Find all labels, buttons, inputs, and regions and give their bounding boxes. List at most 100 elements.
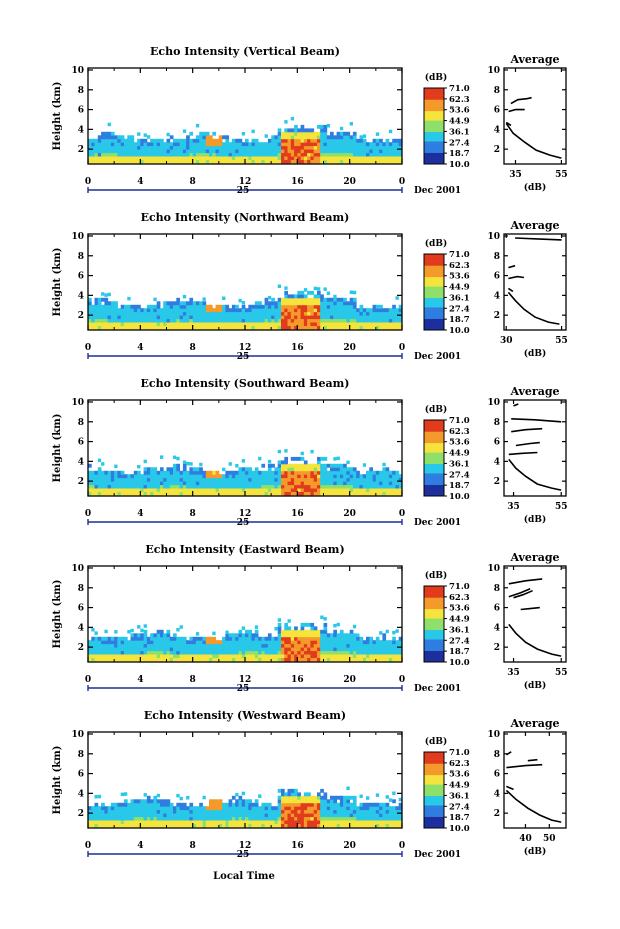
heatmap-cell [124, 159, 128, 164]
heatmap-cell [101, 488, 105, 492]
heatmap-cell [333, 322, 337, 326]
heatmap-cell [307, 820, 311, 824]
heatmap-cell [313, 286, 317, 291]
heatmap-cell [307, 491, 311, 496]
heatmap-cell [192, 650, 197, 655]
heatmap-cell [300, 135, 305, 140]
heatmap-cell [228, 470, 233, 475]
heatmap-cell [307, 792, 311, 797]
heatmap-cell [137, 138, 141, 143]
heatmap-cell [137, 156, 141, 160]
heatmap-cell [375, 145, 380, 150]
y-tick-label: 2 [78, 643, 84, 653]
heatmap-cell [362, 325, 367, 330]
colorbar-swatch [424, 91, 444, 94]
heatmap-cell [395, 647, 400, 652]
heatmap-cell [346, 786, 350, 790]
heatmap-cell [186, 796, 190, 800]
heatmap-cell [192, 813, 197, 818]
colorbar-swatch [424, 812, 444, 815]
heatmap-cell [192, 304, 197, 309]
heatmap-cell [339, 795, 344, 800]
colorbar-swatch [424, 784, 444, 787]
colorbar-swatch [424, 135, 444, 138]
heatmap-cell [127, 325, 131, 330]
heatmap-cell [264, 152, 269, 157]
heatmap-cell [336, 456, 340, 461]
heatmap-cell [212, 802, 216, 807]
heatmap-cell [202, 318, 207, 323]
heatmap-cell [222, 488, 226, 492]
heatmap-cell [104, 654, 109, 658]
heatmap-cell [225, 481, 230, 486]
heatmap-cell [163, 142, 167, 147]
heatmap-cell [385, 488, 390, 492]
colorbar-swatch [424, 97, 444, 100]
heatmap-cell [382, 636, 387, 641]
heatmap-cell [228, 156, 233, 160]
heatmap-cell [189, 318, 194, 323]
heatmap-cell [225, 643, 230, 648]
heatmap-cell [192, 823, 197, 828]
heatmap-cell [307, 657, 311, 662]
heatmap-cell [385, 311, 390, 316]
heatmap-cell [248, 636, 252, 641]
colorbar-tick-label: 10.0 [449, 658, 470, 668]
heatmap-cell [297, 301, 301, 306]
heatmap-cell [117, 474, 122, 479]
heatmap-cell [366, 796, 370, 800]
heatmap-cell [156, 138, 161, 143]
heatmap-cell [375, 643, 380, 648]
heatmap-cell [117, 152, 122, 157]
heatmap-cell [222, 809, 226, 814]
heatmap-cell [133, 802, 138, 807]
heatmap-cell [205, 311, 210, 316]
heatmap-cell [209, 311, 213, 316]
heatmap-cell [290, 629, 295, 634]
heatmap-cell [287, 619, 291, 623]
heatmap-cell [352, 467, 357, 472]
heatmap-cell [385, 318, 390, 323]
heatmap-cell [352, 325, 357, 330]
heatmap-cell [382, 816, 387, 821]
heatmap-cell [205, 820, 210, 824]
heatmap-cell [107, 636, 112, 641]
heatmap-cell [303, 650, 308, 655]
heatmap-cell [274, 650, 279, 655]
heatmap-cell [313, 795, 318, 800]
heatmap-cell [182, 156, 187, 160]
heatmap-cell [166, 816, 171, 821]
heatmap-cell [231, 795, 236, 800]
heatmap-cell [297, 145, 301, 150]
heatmap-cell [130, 809, 135, 814]
heatmap-cell [186, 809, 190, 814]
heatmap-cell [290, 142, 295, 147]
colorbar-swatch [424, 435, 444, 438]
heatmap-cell [294, 647, 298, 652]
heatmap-cell [343, 301, 347, 306]
heatmap-cell [176, 145, 180, 150]
heatmap-cell [101, 159, 105, 164]
heatmap-cell [290, 802, 295, 807]
heatmap-cell [140, 138, 144, 143]
heatmap-cell [274, 315, 279, 320]
heatmap-cell [284, 643, 288, 648]
heatmap-cell [277, 128, 282, 133]
heatmap-cell [267, 138, 272, 143]
heatmap-cell [323, 467, 328, 472]
colorbar-tick-label: 62.3 [449, 95, 470, 105]
heatmap-cell [330, 311, 334, 316]
heatmap-cell [156, 470, 161, 475]
heatmap-cell [349, 650, 354, 655]
colorbar-swatch [424, 759, 444, 762]
heatmap-cell [189, 156, 194, 160]
heatmap-cell [398, 142, 403, 147]
colorbar-swatch [424, 807, 444, 810]
heatmap-cell [359, 657, 364, 662]
heatmap-cell [356, 145, 360, 150]
heatmap-cell [261, 477, 266, 482]
colorbar-swatch [424, 107, 444, 110]
heatmap-cell [251, 145, 256, 150]
heatmap-cell [127, 809, 131, 814]
heatmap-cell [245, 481, 249, 486]
